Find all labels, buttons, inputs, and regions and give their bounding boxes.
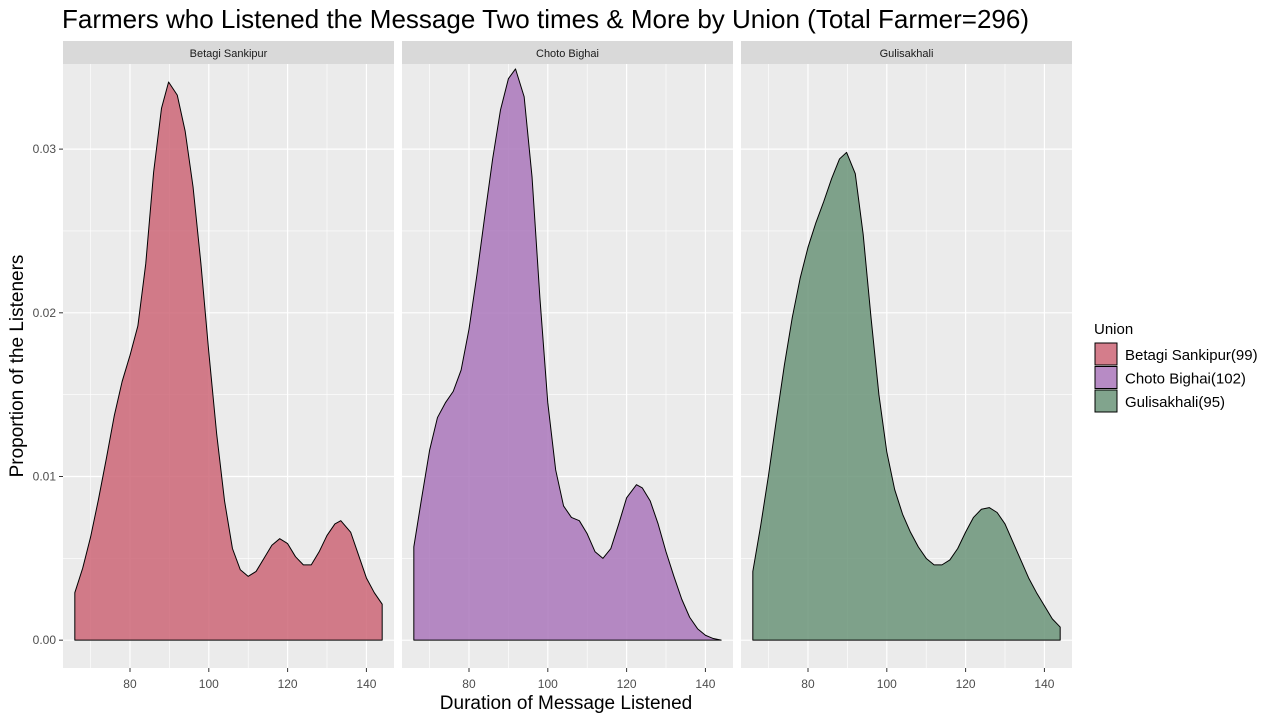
x-tick-label: 100 <box>199 677 219 691</box>
facet-strip-label: Choto Bighai <box>536 48 599 60</box>
legend-label: Gulisakhali(95) <box>1125 394 1225 411</box>
x-tick-label: 80 <box>462 677 476 691</box>
legend-title: Union <box>1094 321 1133 338</box>
x-tick-label: 80 <box>123 677 137 691</box>
facet-strip <box>402 41 733 64</box>
x-tick-label: 80 <box>801 677 815 691</box>
panel-gulisakhali: Gulisakhali 80 100 120 140 <box>741 41 1072 691</box>
density-area <box>752 151 1061 641</box>
facet-strip <box>63 41 394 64</box>
legend-key <box>1094 342 1118 366</box>
panel-choto-bighai: Choto Bighai 80 100 120 140 <box>402 41 733 691</box>
x-tick-label: 140 <box>695 677 715 691</box>
x-tick-label: 100 <box>538 677 558 691</box>
legend-key <box>1094 366 1118 389</box>
facet-strip-label: Betagi Sankipur <box>190 48 268 60</box>
panel-betagi-sankipur: Betagi Sankipur 80 100 120 140 <box>63 41 394 691</box>
facet-strip-label: Gulisakhali <box>880 48 934 60</box>
facet-panels: Betagi Sankipur 80 100 120 140 Choto Bighai 80… <box>63 41 1072 691</box>
x-tick-label: 120 <box>956 677 976 691</box>
x-tick-label: 140 <box>1034 677 1054 691</box>
x-axis-title: Duration of Message Listened <box>440 693 692 714</box>
legend-label: Betagi Sankipur(99) <box>1125 347 1258 364</box>
y-tick-label: 0.02 <box>33 306 57 320</box>
y-axis-title: Proportion of the Listeners <box>7 255 28 478</box>
legend-key <box>1094 389 1118 413</box>
legend: Union Betagi Sankipur(99) Choto Bighai(10… <box>1094 321 1258 413</box>
y-tick-label: 0.03 <box>33 142 57 156</box>
facet-strip <box>741 41 1072 64</box>
y-axis-ticks: 0.00 0.01 0.02 0.03 <box>33 142 63 647</box>
legend-label: Choto Bighai(102) <box>1125 371 1246 388</box>
y-tick-label: 0.01 <box>33 469 57 483</box>
density-area <box>413 68 722 641</box>
chart-title: Farmers who Listened the Message Two tim… <box>62 4 1029 34</box>
density-area <box>74 81 383 641</box>
x-tick-label: 120 <box>278 677 298 691</box>
x-tick-label: 100 <box>877 677 897 691</box>
y-tick-label: 0.00 <box>33 633 57 647</box>
x-tick-label: 120 <box>617 677 637 691</box>
x-tick-label: 140 <box>356 677 376 691</box>
